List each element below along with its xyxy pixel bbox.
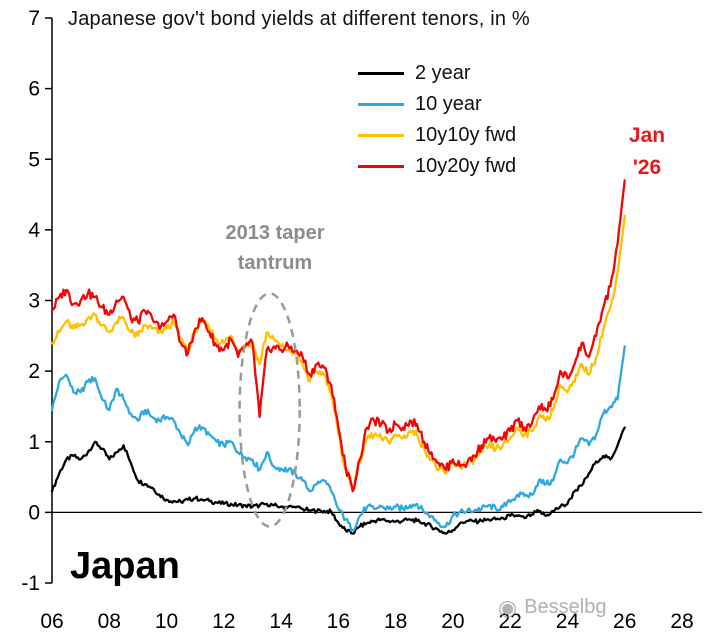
country-label: Japan <box>70 545 180 587</box>
legend-label: 10 year <box>415 93 482 115</box>
legend-item-2-year: 2 year <box>358 58 516 89</box>
watermark-logo-icon: ◉ <box>498 594 518 620</box>
svg-text:06: 06 <box>40 610 63 633</box>
legend-line-swatch <box>358 103 404 106</box>
annotation-line-1: 2013 taper <box>225 222 325 244</box>
legend-line-swatch <box>358 134 404 137</box>
svg-text:20: 20 <box>441 610 464 633</box>
legend-item-10-year: 10 year <box>358 89 516 120</box>
svg-text:4: 4 <box>28 219 40 242</box>
chart-title: Japanese gov't bond yields at different … <box>68 8 530 30</box>
svg-text:10: 10 <box>155 610 178 633</box>
svg-text:26: 26 <box>613 610 636 633</box>
end-date-month: Jan <box>628 124 666 147</box>
svg-text:28: 28 <box>670 610 693 633</box>
taper-tantrum-annotation: 2013 taper tantrum <box>205 218 345 278</box>
watermark-text: Besselbg <box>524 596 607 618</box>
svg-text:12: 12 <box>212 610 235 633</box>
end-date-year: '26 <box>632 156 662 179</box>
svg-text:24: 24 <box>556 610 580 633</box>
svg-text:18: 18 <box>384 610 407 633</box>
annotation-line-2: tantrum <box>237 252 313 274</box>
legend-line-swatch <box>358 165 404 168</box>
legend-item-10y10y-fwd: 10y10y fwd <box>358 120 516 151</box>
end-date-label: Jan '26 <box>612 120 682 184</box>
watermark: ◉ Besselbg <box>498 596 606 619</box>
legend: 2 year 10 year 10y10y fwd 10y20y fwd <box>358 58 516 182</box>
svg-text:6: 6 <box>28 78 40 101</box>
svg-text:08: 08 <box>98 610 121 633</box>
svg-text:22: 22 <box>499 610 522 633</box>
svg-text:7: 7 <box>28 7 40 30</box>
svg-text:14: 14 <box>269 610 293 633</box>
legend-line-swatch <box>358 72 404 75</box>
svg-text:0: 0 <box>28 501 40 524</box>
svg-text:5: 5 <box>28 148 40 171</box>
legend-label: 2 year <box>415 62 471 84</box>
svg-text:16: 16 <box>327 610 350 633</box>
svg-text:-1: -1 <box>21 572 40 595</box>
svg-text:3: 3 <box>28 290 40 313</box>
legend-label: 10y20y fwd <box>415 155 517 177</box>
svg-text:1: 1 <box>28 431 40 454</box>
svg-text:2: 2 <box>28 360 40 383</box>
legend-label: 10y10y fwd <box>415 124 517 146</box>
legend-item-10y20y-fwd: 10y20y fwd <box>358 151 516 182</box>
